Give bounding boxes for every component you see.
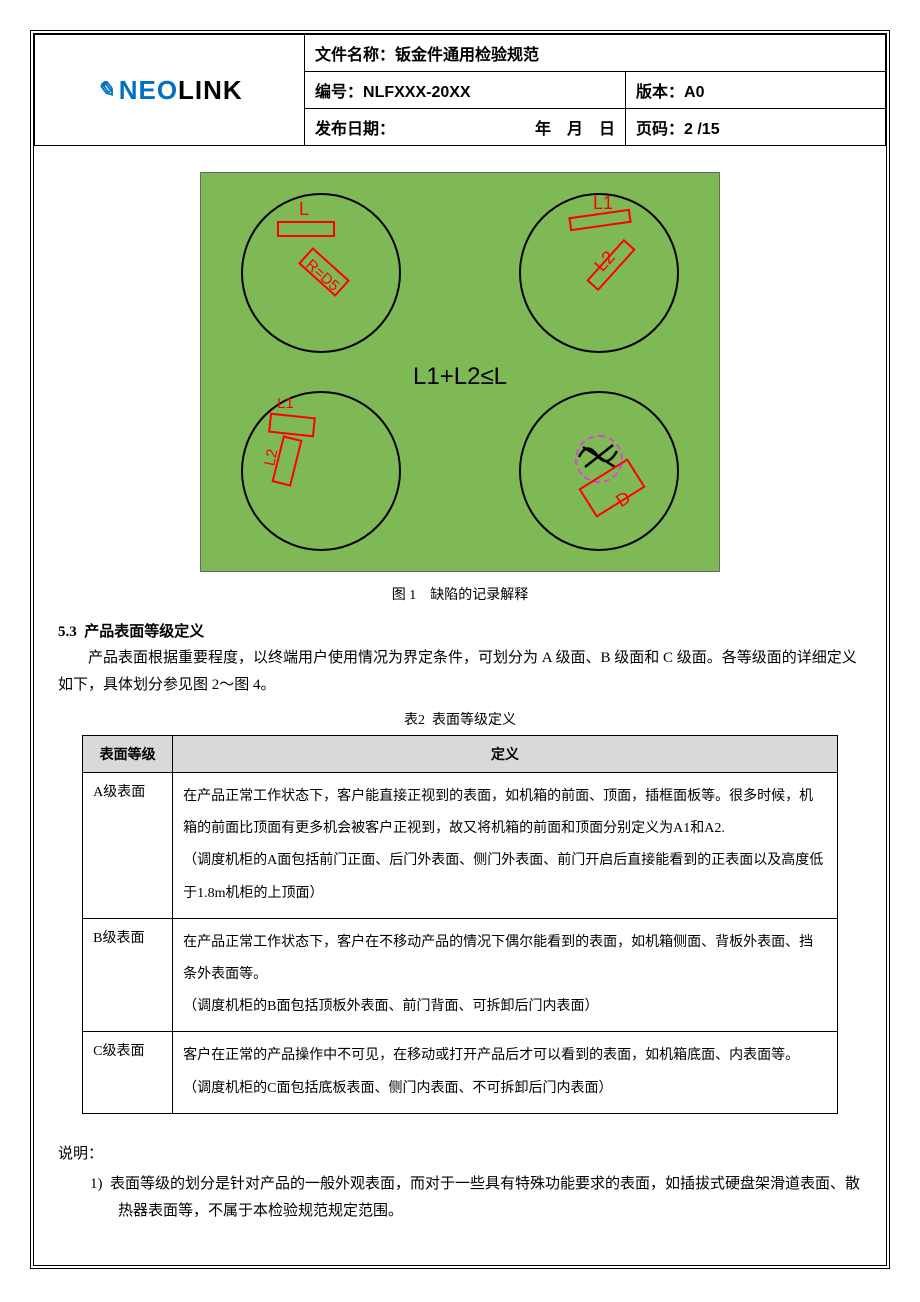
defect3-box1 xyxy=(268,413,316,438)
version-label: 版本： xyxy=(636,84,684,101)
version: A0 xyxy=(684,84,704,101)
logo-cell: ✎ NEOLINK xyxy=(35,35,305,146)
table-row: B级表面在产品正常工作状态下，客户在不移动产品的情况下偶尔能看到的表面，如机箱侧… xyxy=(83,918,838,1032)
doc-name-label: 文件名称： xyxy=(315,47,395,64)
defect-circle-1: L R=D5 xyxy=(241,193,401,353)
definition-cell: 在产品正常工作状态下，客户在不移动产品的情况下偶尔能看到的表面，如机箱侧面、背板… xyxy=(173,918,838,1032)
doc-name-cell: 文件名称：钣金件通用检验规范 xyxy=(305,35,886,72)
defect-circle-2: L1 L2 xyxy=(519,193,679,353)
definition-cell: 在产品正常工作状态下，客户能直接正视到的表面，如机箱的前面、顶面，插框面板等。很… xyxy=(173,773,838,919)
notes-item-1: 1) 表面等级的划分是针对产品的一般外观表面，而对于一些具有特殊功能要求的表面，… xyxy=(58,1171,862,1225)
page-cell: 页码：2 /15 xyxy=(626,109,886,146)
doc-no-cell: 编号：NLFXXX-20XX xyxy=(305,72,626,109)
page-content: L R=D5 L1 L2 L1+L2≤L L1 xyxy=(34,146,886,1265)
defect3-L2: L2 xyxy=(261,448,281,468)
section-5-3-heading: 5.3 产品表面等级定义 xyxy=(58,620,862,641)
issue-date-cell: 发布日期： 年 月 日 xyxy=(305,109,626,146)
figure1-wrap: L R=D5 L1 L2 L1+L2≤L L1 xyxy=(58,172,862,572)
notes-section: 说明： 1) 表面等级的划分是针对产品的一般外观表面，而对于一些具有特殊功能要求… xyxy=(58,1142,862,1225)
notes-item-1-text: 表面等级的划分是针对产品的一般外观表面，而对于一些具有特殊功能要求的表面，如插拔… xyxy=(110,1176,860,1219)
section-5-3-body: 产品表面根据重要程度，以终端用户使用情况为界定条件，可划分为 A 级面、B 级面… xyxy=(58,645,862,699)
grade-cell: C级表面 xyxy=(83,1032,173,1113)
page-frame: ✎ NEOLINK 文件名称：钣金件通用检验规范 编号：NLFXXX-20XX … xyxy=(30,30,890,1269)
table2-caption: 表2 表面等级定义 xyxy=(58,709,862,729)
logo-icon: ✎ xyxy=(96,77,114,103)
table2-col2: 定义 xyxy=(173,736,838,773)
doc-no-label: 编号： xyxy=(315,84,363,101)
defect3-L1: L1 xyxy=(277,395,294,412)
table-row: C级表面客户在正常的产品操作中不可见，在移动或打开产品后才可以看到的表面，如机箱… xyxy=(83,1032,838,1113)
doc-name: 钣金件通用检验规范 xyxy=(395,47,539,64)
figure1-caption: 图 1 缺陷的记录解释 xyxy=(58,584,862,604)
definition-cell: 客户在正常的产品操作中不可见，在移动或打开产品后才可以看到的表面，如机箱底面、内… xyxy=(173,1032,838,1113)
issue-date-label: 发布日期： xyxy=(315,121,395,138)
notes-label: 说明： xyxy=(58,1142,862,1163)
diagram-formula: L1+L2≤L xyxy=(413,363,507,391)
defect1-box xyxy=(277,221,335,237)
defect2-L1: L1 xyxy=(593,193,613,214)
notes-item-1-no: 1) xyxy=(90,1176,103,1192)
grade-cell: A级表面 xyxy=(83,773,173,919)
table2-col1: 表面等级 xyxy=(83,736,173,773)
defect1-L: L xyxy=(299,199,309,220)
logo: ✎ NEOLINK xyxy=(45,75,294,106)
surface-grade-table: 表面等级 定义 A级表面在产品正常工作状态下，客户能直接正视到的表面，如机箱的前… xyxy=(82,735,838,1114)
logo-text: NEOLINK xyxy=(119,75,243,106)
header-table: ✎ NEOLINK 文件名称：钣金件通用检验规范 编号：NLFXXX-20XX … xyxy=(34,34,886,146)
version-cell: 版本：A0 xyxy=(626,72,886,109)
defect-circle-3: L1 L2 xyxy=(241,391,401,551)
issue-date-blank: 年 月 日 xyxy=(535,115,615,139)
figure1-diagram: L R=D5 L1 L2 L1+L2≤L L1 xyxy=(200,172,720,572)
page-label: 页码： xyxy=(636,121,684,138)
table-row: A级表面在产品正常工作状态下，客户能直接正视到的表面，如机箱的前面、顶面，插框面… xyxy=(83,773,838,919)
page-number: 2 /15 xyxy=(684,121,720,138)
grade-cell: B级表面 xyxy=(83,918,173,1032)
defect-circle-4: D xyxy=(519,391,679,551)
doc-no: NLFXXX-20XX xyxy=(363,84,471,101)
